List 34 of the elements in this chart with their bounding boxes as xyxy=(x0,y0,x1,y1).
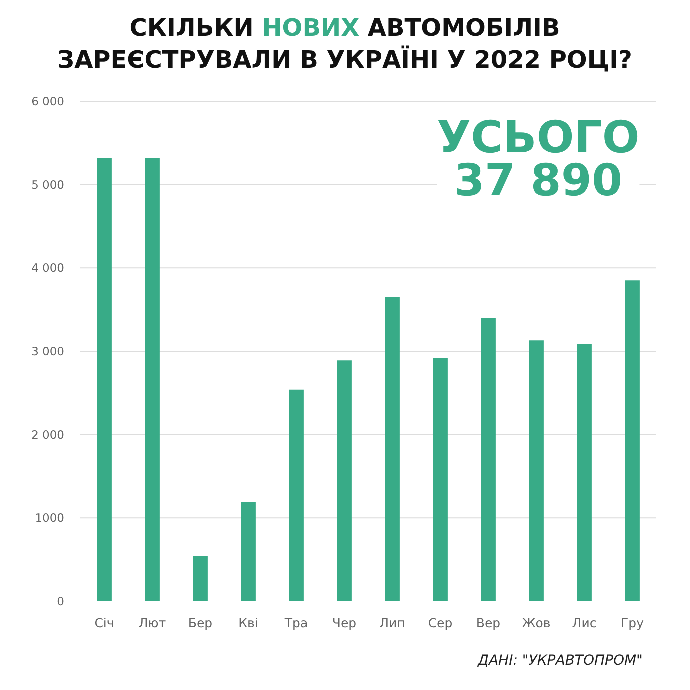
bar xyxy=(193,556,208,602)
x-tick-label: Лют xyxy=(138,616,166,630)
x-tick-label: Січ xyxy=(94,616,114,630)
y-tick-label: 1000 xyxy=(35,511,65,526)
y-tick-label: 6 000 xyxy=(32,94,65,108)
bar xyxy=(481,318,496,602)
x-tick-label: Гру xyxy=(621,616,645,630)
text: ДАНІ: "УКРАВТОПРОМ" xyxy=(476,652,643,671)
x-tick-label: Лис xyxy=(572,616,597,630)
x-tick-label: Бер xyxy=(188,616,213,630)
x-tick-label: Чер xyxy=(332,616,357,630)
x-tick-label: Кві xyxy=(238,616,258,630)
bar xyxy=(337,360,352,602)
bar xyxy=(97,158,112,602)
bar xyxy=(385,297,400,602)
bar xyxy=(625,280,640,602)
y-tick-label: 4 000 xyxy=(32,261,65,276)
x-tick-label: Жов xyxy=(522,616,551,630)
y-tick-label: 5 000 xyxy=(32,178,65,192)
y-tick-label: 2 000 xyxy=(32,428,65,442)
bar xyxy=(145,158,160,602)
bar xyxy=(241,502,256,602)
x-tick-label: Вер xyxy=(476,616,501,630)
chart-title: СКІЛЬКИ НОВИХ АВТОМОБІЛІВ ЗАРЕЄСТРУВАЛИ В УКРАЇНІ У 2022 РОЦІ? xyxy=(56,13,634,76)
y-tick-label: 0 xyxy=(57,594,65,608)
bar xyxy=(577,344,592,602)
bar xyxy=(433,358,448,602)
y-tick-label: 3 000 xyxy=(32,344,65,358)
bar xyxy=(289,390,304,602)
x-tick-label: Сер xyxy=(428,616,453,630)
bar xyxy=(529,340,544,602)
x-tick-label: Лип xyxy=(380,616,406,630)
annotation: УСЬОГО 37 890 xyxy=(437,112,640,207)
x-tick-label: Тра xyxy=(284,616,308,630)
